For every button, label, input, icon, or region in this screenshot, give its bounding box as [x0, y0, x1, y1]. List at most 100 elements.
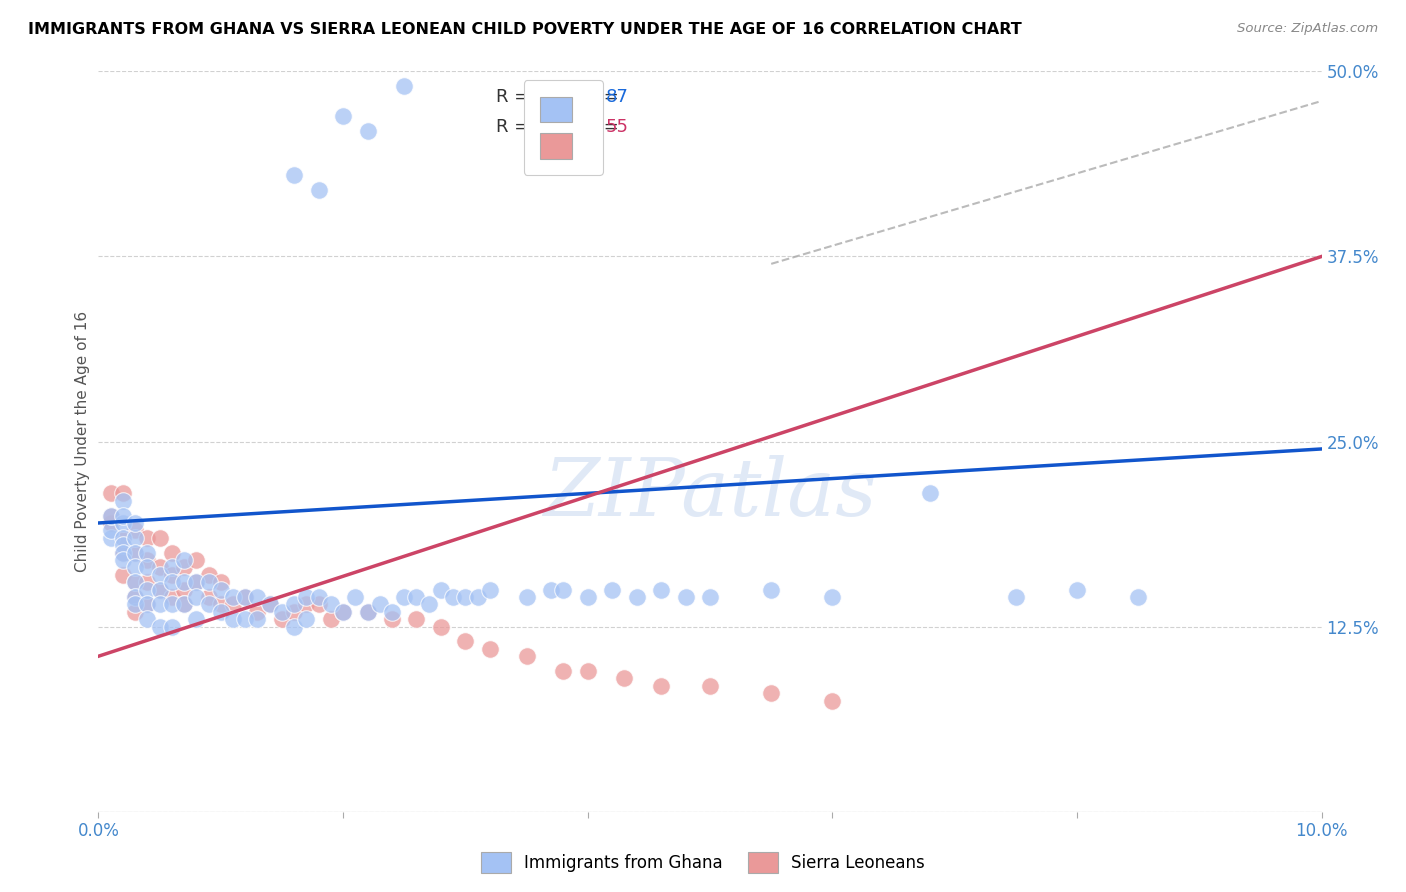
Point [173, 575, 195, 590]
Point [124, 590, 146, 604]
Point [111, 493, 134, 508]
Point [124, 546, 146, 560]
Point [136, 612, 159, 626]
Point [233, 590, 256, 604]
Point [392, 590, 416, 604]
Point [124, 560, 146, 574]
Y-axis label: Child Poverty Under the Age of 16: Child Poverty Under the Age of 16 [75, 311, 90, 572]
Point [197, 598, 219, 612]
Point [233, 590, 256, 604]
Text: N =: N = [574, 88, 624, 106]
Point [160, 560, 183, 574]
Point [124, 516, 146, 530]
Point [516, 649, 538, 664]
Point [308, 590, 330, 604]
Point [149, 531, 172, 545]
Point [344, 590, 367, 604]
Point [626, 590, 648, 604]
Point [381, 605, 404, 619]
Point [553, 582, 575, 597]
Point [650, 582, 672, 597]
Point [675, 590, 697, 604]
Point [100, 508, 122, 523]
Point [222, 598, 245, 612]
Text: 55: 55 [606, 118, 628, 136]
Point [173, 560, 195, 574]
Point [186, 590, 208, 604]
Point [356, 605, 378, 619]
Point [467, 590, 489, 604]
Point [111, 553, 134, 567]
Point [295, 590, 318, 604]
Point [699, 590, 721, 604]
Text: 87: 87 [606, 88, 628, 106]
Point [186, 612, 208, 626]
Point [209, 575, 232, 590]
Point [759, 686, 782, 700]
Point [600, 582, 623, 597]
Text: 0.446: 0.446 [524, 118, 575, 136]
Point [100, 531, 122, 545]
Point [124, 590, 146, 604]
Point [100, 516, 122, 530]
Point [259, 598, 281, 612]
Point [540, 582, 562, 597]
Point [124, 524, 146, 538]
Point [111, 531, 134, 545]
Point [124, 546, 146, 560]
Point [454, 634, 477, 648]
Point [553, 664, 575, 678]
Point [441, 590, 464, 604]
Point [136, 546, 159, 560]
Point [576, 590, 599, 604]
Point [100, 486, 122, 500]
Text: R =: R = [496, 118, 534, 136]
Point [124, 598, 146, 612]
Point [332, 605, 354, 619]
Point [149, 619, 172, 633]
Point [222, 612, 245, 626]
Point [209, 582, 232, 597]
Point [100, 508, 122, 523]
Point [405, 590, 427, 604]
Point [1128, 590, 1150, 604]
Point [259, 598, 281, 612]
Point [136, 598, 159, 612]
Point [283, 168, 305, 182]
Point [111, 546, 134, 560]
Text: IMMIGRANTS FROM GHANA VS SIERRA LEONEAN CHILD POVERTY UNDER THE AGE OF 16 CORREL: IMMIGRANTS FROM GHANA VS SIERRA LEONEAN … [28, 22, 1022, 37]
Point [160, 546, 183, 560]
Point [160, 619, 183, 633]
Point [613, 672, 636, 686]
Point [356, 123, 378, 137]
Text: 0.027: 0.027 [524, 88, 575, 106]
Point [209, 605, 232, 619]
Point [405, 612, 427, 626]
Point [650, 679, 672, 693]
Point [368, 598, 391, 612]
Point [295, 598, 318, 612]
Point [173, 582, 195, 597]
Point [197, 567, 219, 582]
Point [270, 605, 292, 619]
Point [821, 694, 844, 708]
Point [283, 598, 305, 612]
Point [699, 679, 721, 693]
Point [1004, 590, 1026, 604]
Point [233, 612, 256, 626]
Point [430, 619, 453, 633]
Point [478, 641, 501, 656]
Point [149, 560, 172, 574]
Point [173, 553, 195, 567]
Point [430, 582, 453, 597]
Point [283, 619, 305, 633]
Point [576, 664, 599, 678]
Point [149, 582, 172, 597]
Point [308, 183, 330, 197]
Point [111, 516, 134, 530]
Point [197, 575, 219, 590]
Point [920, 486, 942, 500]
Point [149, 598, 172, 612]
Point [149, 582, 172, 597]
Text: ZIPatlas: ZIPatlas [543, 455, 877, 533]
